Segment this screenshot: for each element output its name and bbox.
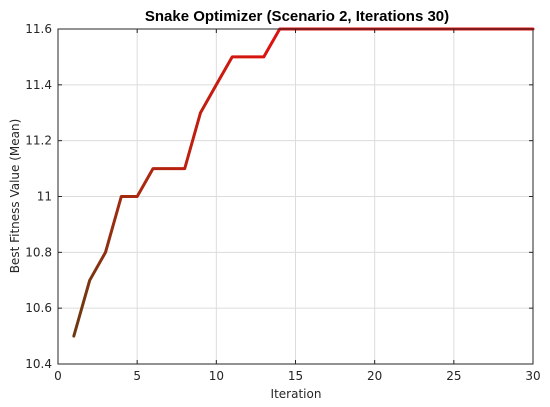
y-tick-label: 10.8 <box>25 245 52 259</box>
x-tick-label: 10 <box>209 369 224 383</box>
y-tick-label: 11.4 <box>25 78 52 92</box>
series-line <box>72 27 535 338</box>
y-tick-label: 10.6 <box>25 301 52 315</box>
y-tick-label: 11 <box>37 190 52 204</box>
x-tick-label: 15 <box>288 369 303 383</box>
x-tick-label: 0 <box>54 369 62 383</box>
chart-title: Snake Optimizer (Scenario 2, Iterations … <box>145 8 449 25</box>
x-axis: 0 5 10 15 20 25 30 <box>54 29 541 383</box>
y-axis: 10.4 10.6 10.8 11 11.2 11.4 11.6 <box>25 22 533 371</box>
y-tick-label: 10.4 <box>25 357 52 371</box>
x-tick-label: 30 <box>525 369 540 383</box>
y-tick-label: 11.2 <box>25 134 52 148</box>
x-tick-label: 5 <box>133 369 141 383</box>
series-layer <box>72 27 535 338</box>
y-tick-label: 11.6 <box>25 22 52 36</box>
x-tick-label: 25 <box>446 369 461 383</box>
y-axis-label: Best Fitness Value (Mean) <box>8 119 22 274</box>
x-tick-label: 20 <box>367 369 382 383</box>
x-axis-label: Iteration <box>271 387 322 401</box>
